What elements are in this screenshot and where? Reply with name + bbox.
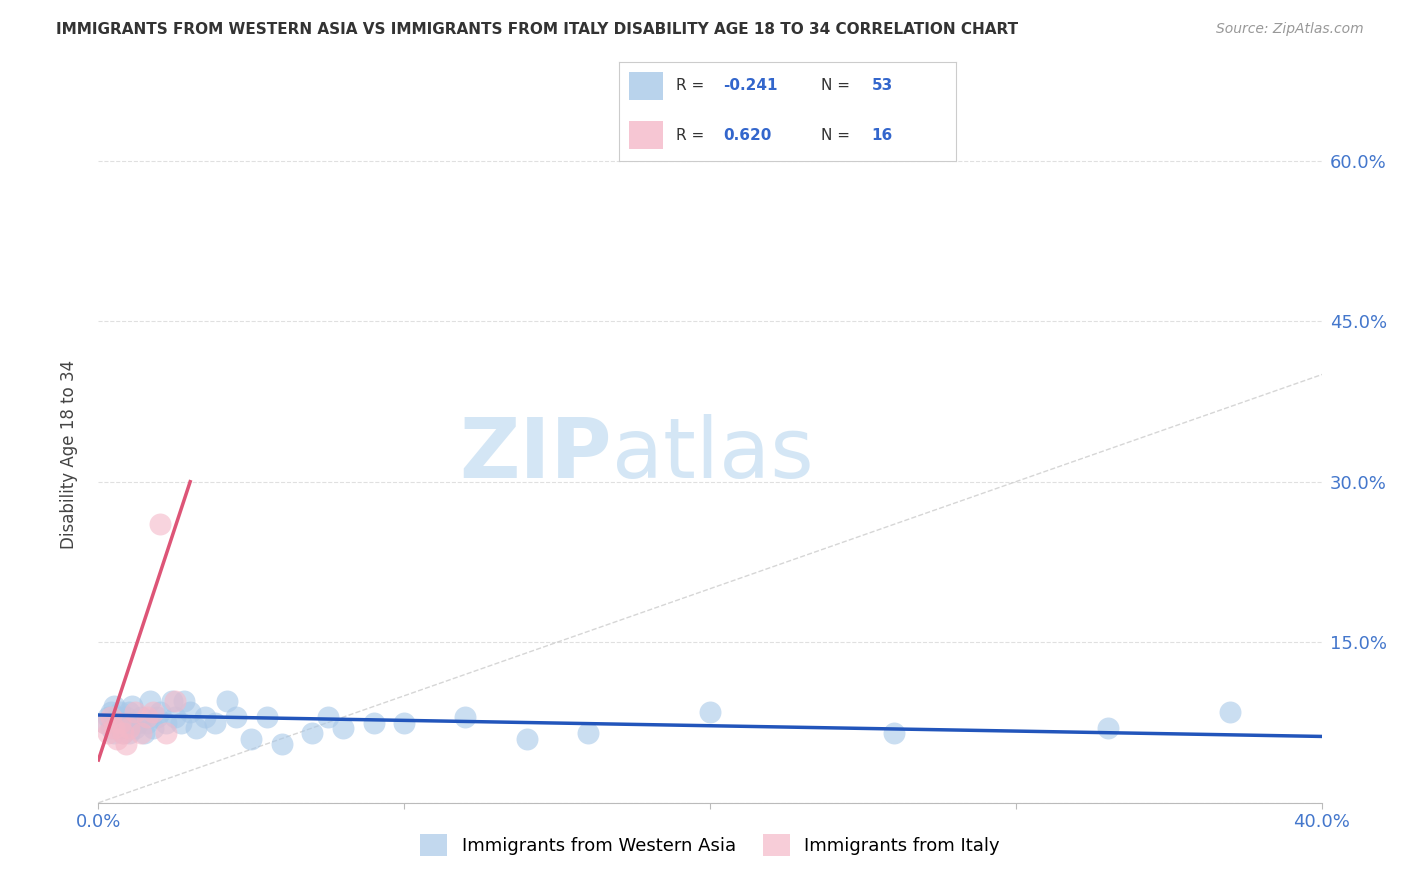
Point: [179, 705, 201, 719]
Point: [316, 710, 339, 724]
Point: [301, 726, 323, 740]
Point: [204, 715, 226, 730]
Point: [136, 710, 159, 724]
Text: IMMIGRANTS FROM WESTERN ASIA VS IMMIGRANTS FROM ITALY DISABILITY AGE 18 TO 34 CO: IMMIGRANTS FROM WESTERN ASIA VS IMMIGRAN…: [56, 22, 1018, 37]
Point: [111, 726, 134, 740]
Point: [129, 710, 152, 724]
Text: atlas: atlas: [612, 415, 814, 495]
Point: [124, 705, 146, 719]
Point: [149, 705, 172, 719]
Point: [454, 710, 477, 724]
Y-axis label: Disability Age 18 to 34: Disability Age 18 to 34: [59, 360, 77, 549]
Point: [115, 721, 138, 735]
Point: [111, 726, 134, 740]
Point: [170, 715, 193, 730]
Point: [142, 705, 165, 719]
Point: [121, 699, 143, 714]
Point: [142, 721, 165, 735]
Point: [105, 715, 128, 730]
Point: [186, 721, 208, 735]
Point: [103, 726, 125, 740]
Text: N =: N =: [821, 78, 855, 94]
Point: [97, 710, 120, 724]
Point: [103, 721, 125, 735]
Point: [332, 721, 354, 735]
Point: [118, 705, 141, 719]
Point: [105, 731, 128, 746]
Text: R =: R =: [676, 128, 709, 143]
Point: [97, 726, 120, 740]
Point: [127, 715, 149, 730]
Point: [108, 721, 131, 735]
Point: [108, 705, 131, 719]
Point: [145, 710, 167, 724]
Point: [240, 731, 263, 746]
Point: [111, 715, 134, 730]
Point: [129, 726, 152, 740]
FancyBboxPatch shape: [628, 72, 662, 100]
Point: [118, 721, 141, 735]
Text: Source: ZipAtlas.com: Source: ZipAtlas.com: [1216, 22, 1364, 37]
Point: [225, 710, 247, 724]
Point: [883, 726, 905, 740]
Point: [215, 694, 238, 708]
Point: [105, 710, 128, 724]
Point: [363, 715, 385, 730]
Point: [134, 726, 156, 740]
Point: [155, 715, 177, 730]
Point: [256, 710, 278, 724]
Point: [118, 726, 141, 740]
Point: [270, 737, 292, 751]
FancyBboxPatch shape: [628, 121, 662, 149]
Text: 0.620: 0.620: [723, 128, 772, 143]
Point: [516, 731, 538, 746]
Point: [136, 715, 159, 730]
Point: [124, 721, 146, 735]
Point: [100, 710, 122, 724]
Text: 53: 53: [872, 78, 893, 94]
Point: [115, 710, 138, 724]
Legend: Immigrants from Western Asia, Immigrants from Italy: Immigrants from Western Asia, Immigrants…: [413, 827, 1007, 863]
Point: [100, 721, 122, 735]
Text: 16: 16: [872, 128, 893, 143]
Point: [115, 737, 138, 751]
Point: [93, 715, 115, 730]
Point: [121, 715, 143, 730]
Point: [155, 726, 177, 740]
Point: [576, 726, 599, 740]
Point: [100, 705, 122, 719]
Point: [699, 705, 721, 719]
Text: N =: N =: [821, 128, 855, 143]
Point: [163, 710, 186, 724]
Point: [160, 694, 183, 708]
Point: [194, 710, 217, 724]
Point: [93, 715, 115, 730]
Point: [149, 517, 172, 532]
Point: [163, 694, 186, 708]
Text: R =: R =: [676, 78, 709, 94]
Point: [1219, 705, 1241, 719]
Text: -0.241: -0.241: [723, 78, 778, 94]
Point: [1097, 721, 1119, 735]
Text: ZIP: ZIP: [460, 415, 612, 495]
Point: [103, 699, 125, 714]
Point: [392, 715, 416, 730]
Point: [173, 694, 195, 708]
Point: [108, 715, 131, 730]
Point: [139, 694, 162, 708]
